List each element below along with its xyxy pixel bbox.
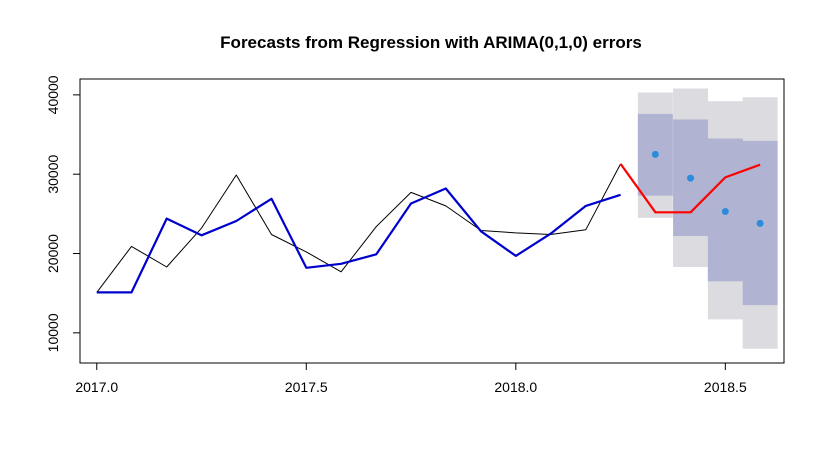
x-tick-label: 2018.5 bbox=[704, 379, 747, 395]
y-tick-label: 30000 bbox=[45, 155, 61, 194]
fitted-series-line bbox=[96, 187, 621, 294]
x-tick-label: 2017.0 bbox=[75, 379, 118, 395]
actual-point bbox=[721, 207, 729, 215]
y-tick-label: 20000 bbox=[45, 234, 61, 273]
series-lines bbox=[96, 163, 761, 294]
actual-point bbox=[687, 174, 695, 182]
y-tick-label: 10000 bbox=[45, 313, 61, 352]
x-tick-label: 2017.5 bbox=[285, 379, 328, 395]
x-tick-label: 2018.0 bbox=[494, 379, 537, 395]
x-axis: 2017.0 2017.5 2018.0 2018.5 bbox=[75, 362, 747, 395]
actual-point bbox=[756, 219, 764, 227]
observed-series-line bbox=[96, 163, 622, 293]
forecast-mean-line bbox=[619, 163, 761, 214]
y-axis: 10000 20000 30000 40000 bbox=[45, 75, 81, 352]
y-tick-label: 40000 bbox=[45, 75, 61, 114]
actual-point bbox=[651, 150, 659, 158]
prediction-intervals bbox=[637, 88, 778, 349]
actual-points bbox=[651, 150, 764, 227]
chart-title: Forecasts from Regression with ARIMA(0,1… bbox=[220, 33, 642, 52]
